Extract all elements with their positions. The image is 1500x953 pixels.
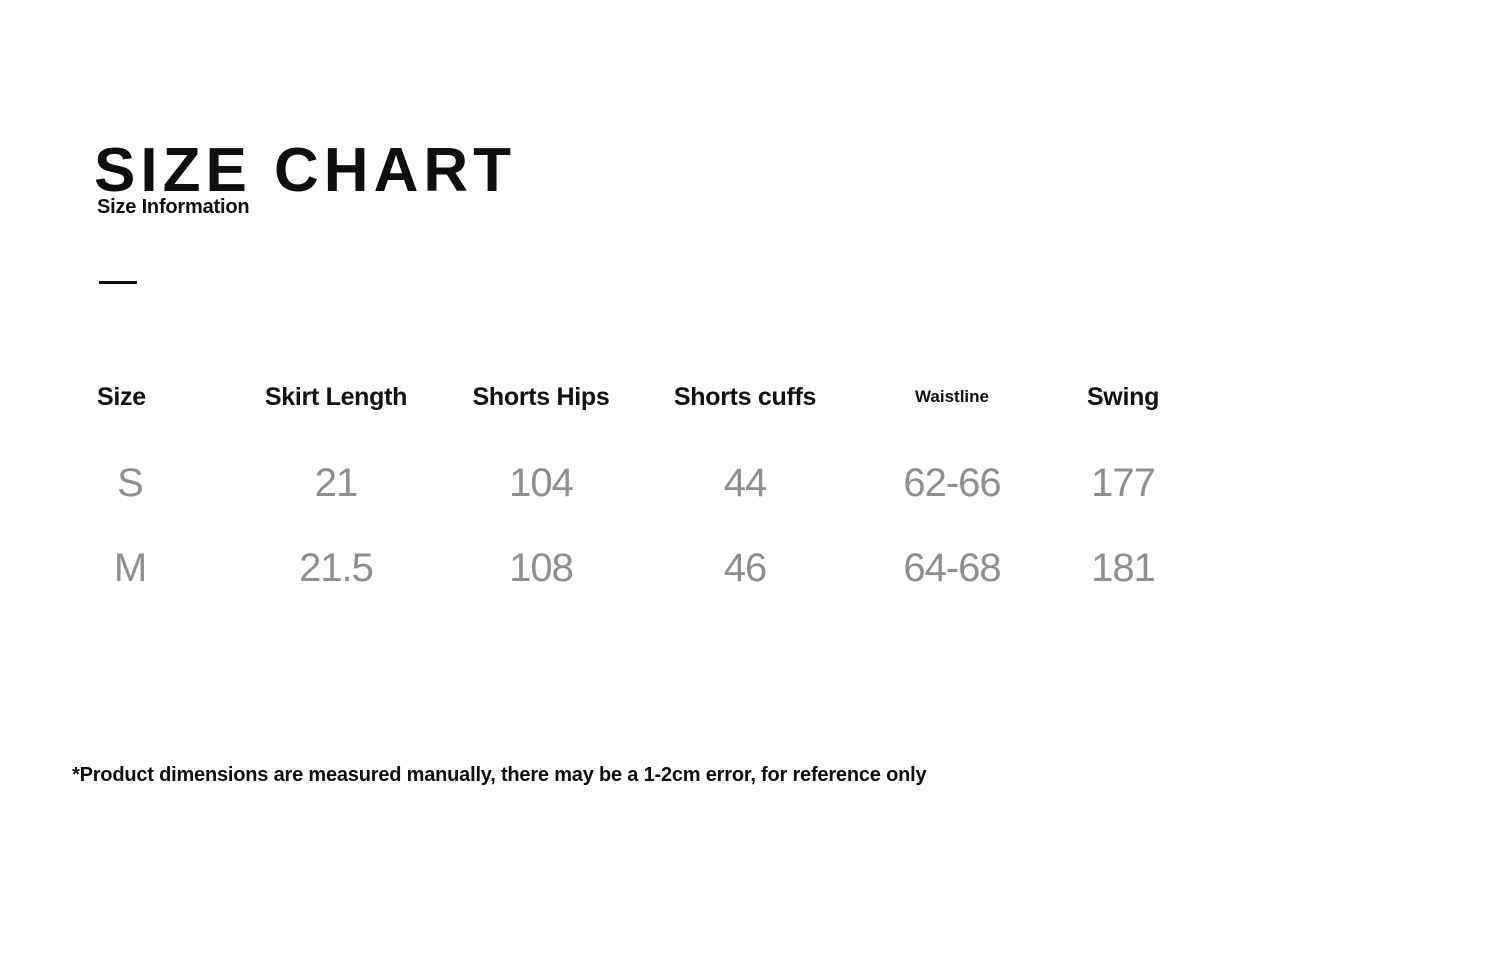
- waistline-value: 62-66: [903, 461, 1001, 505]
- column-header-waistline: Waistline: [915, 387, 989, 406]
- size-label: M: [113, 546, 147, 590]
- waistline-value: 64-68: [903, 546, 1001, 590]
- shorts-cuffs-value: 44: [723, 461, 768, 505]
- swing-value: 181: [1091, 546, 1156, 590]
- column-header-swing: Swing: [1086, 383, 1160, 411]
- column-header-size: Size: [97, 383, 146, 411]
- skirt-length-value: 21.5: [299, 546, 374, 590]
- table-header-row: Size Skirt Length Shorts Hips Shorts cuf…: [0, 380, 1500, 416]
- shorts-hips-value: 104: [509, 461, 574, 505]
- shorts-hips-value: 108: [509, 546, 574, 590]
- size-information-label: Size Information: [97, 196, 250, 218]
- divider-line: [99, 281, 137, 284]
- column-header-shorts-cuffs: Shorts cuffs: [673, 383, 817, 411]
- size-label: S: [117, 461, 144, 505]
- table-row: M 21.5 108 46 64-68 181: [0, 544, 1500, 594]
- measurement-disclaimer: *Product dimensions are measured manuall…: [72, 764, 927, 786]
- page-title: SIZE CHART: [94, 135, 516, 205]
- column-header-skirt-length: Skirt Length: [264, 383, 408, 411]
- shorts-cuffs-value: 46: [723, 546, 768, 590]
- skirt-length-value: 21: [314, 461, 359, 505]
- swing-value: 177: [1091, 461, 1156, 505]
- table-row: S 21 104 44 62-66 177: [0, 459, 1500, 509]
- column-header-shorts-hips: Shorts Hips: [472, 383, 610, 411]
